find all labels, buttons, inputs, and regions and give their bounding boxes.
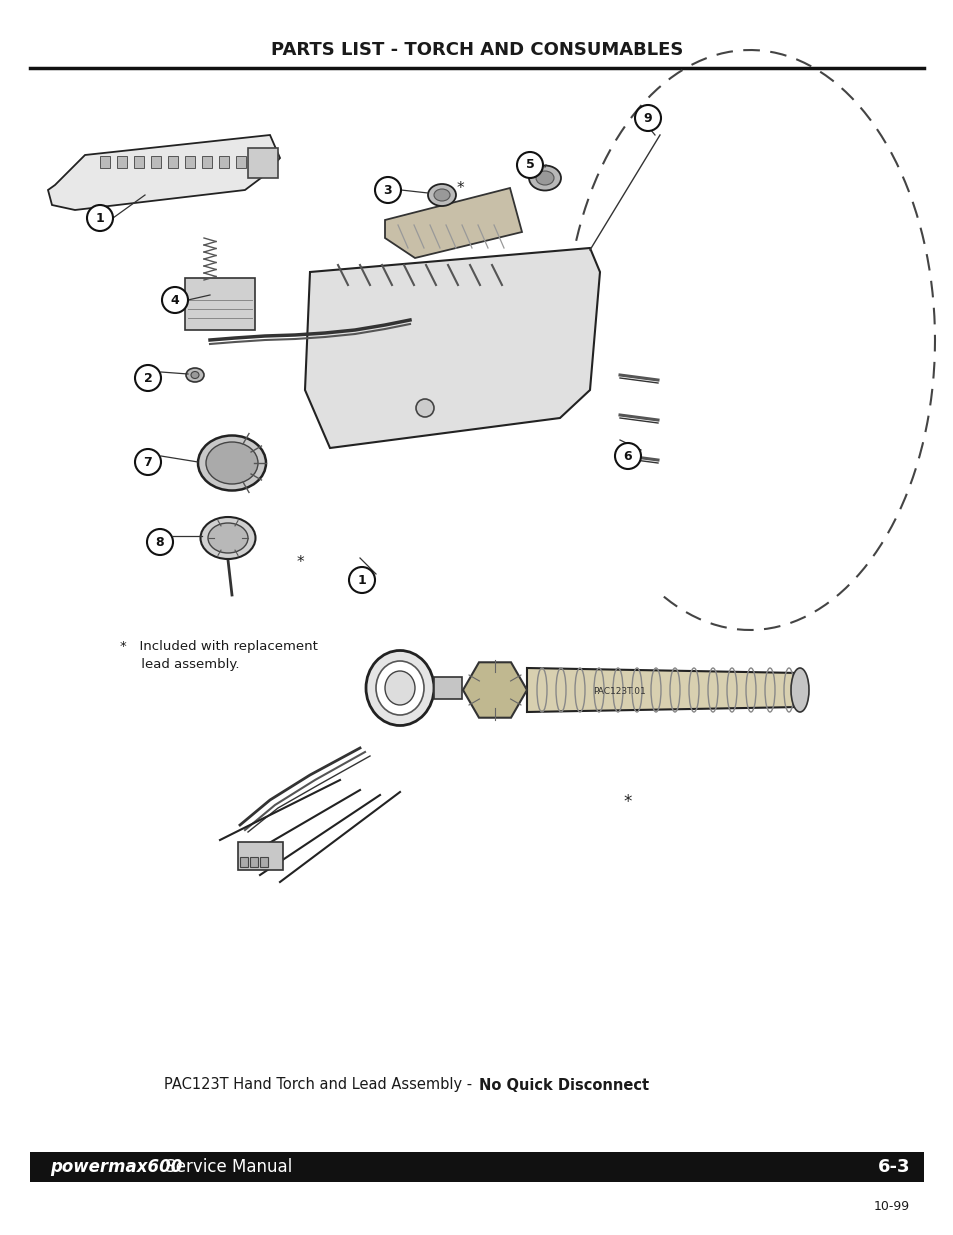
Ellipse shape bbox=[198, 436, 266, 490]
Text: 2: 2 bbox=[144, 372, 152, 384]
Bar bbox=[202, 156, 212, 168]
Polygon shape bbox=[526, 668, 800, 713]
Circle shape bbox=[615, 443, 640, 469]
Text: PAC123T.01: PAC123T.01 bbox=[593, 688, 646, 697]
Text: powermax600: powermax600 bbox=[50, 1158, 182, 1176]
Bar bbox=[434, 677, 461, 699]
Ellipse shape bbox=[536, 170, 554, 185]
Bar bbox=[250, 857, 257, 867]
Bar bbox=[168, 156, 178, 168]
Text: PARTS LIST - TORCH AND CONSUMABLES: PARTS LIST - TORCH AND CONSUMABLES bbox=[271, 41, 682, 59]
Text: 9: 9 bbox=[643, 111, 652, 125]
Ellipse shape bbox=[790, 668, 808, 713]
Ellipse shape bbox=[385, 671, 415, 705]
Ellipse shape bbox=[529, 165, 560, 190]
Bar bbox=[100, 156, 110, 168]
Polygon shape bbox=[48, 135, 280, 210]
Bar bbox=[151, 156, 161, 168]
Ellipse shape bbox=[186, 368, 204, 382]
Text: *   Included with replacement: * Included with replacement bbox=[120, 640, 317, 653]
Text: lead assembly.: lead assembly. bbox=[120, 658, 239, 671]
Text: 10-99: 10-99 bbox=[873, 1200, 909, 1214]
Bar bbox=[219, 156, 229, 168]
Circle shape bbox=[517, 152, 542, 178]
Circle shape bbox=[635, 105, 660, 131]
Text: No Quick Disconnect: No Quick Disconnect bbox=[478, 1077, 648, 1093]
Circle shape bbox=[87, 205, 112, 231]
Ellipse shape bbox=[428, 184, 456, 206]
Ellipse shape bbox=[366, 651, 434, 725]
Ellipse shape bbox=[416, 399, 434, 417]
Circle shape bbox=[349, 567, 375, 593]
Bar bbox=[185, 156, 194, 168]
Text: 3: 3 bbox=[383, 184, 392, 196]
Text: 1: 1 bbox=[95, 211, 104, 225]
Text: 7: 7 bbox=[144, 456, 152, 468]
Text: PAC123T Hand Torch and Lead Assembly -: PAC123T Hand Torch and Lead Assembly - bbox=[164, 1077, 476, 1093]
Text: 8: 8 bbox=[155, 536, 164, 548]
Text: 6-3: 6-3 bbox=[877, 1158, 909, 1176]
Ellipse shape bbox=[206, 442, 257, 484]
Circle shape bbox=[147, 529, 172, 555]
Ellipse shape bbox=[191, 372, 199, 378]
Bar bbox=[117, 156, 127, 168]
Text: *: * bbox=[623, 793, 632, 811]
Ellipse shape bbox=[434, 189, 450, 201]
Circle shape bbox=[135, 450, 161, 475]
Circle shape bbox=[135, 366, 161, 391]
Bar bbox=[237, 842, 283, 869]
Bar bbox=[133, 156, 144, 168]
Polygon shape bbox=[305, 248, 599, 448]
Text: 5: 5 bbox=[525, 158, 534, 172]
Text: Service Manual: Service Manual bbox=[160, 1158, 292, 1176]
Polygon shape bbox=[462, 662, 526, 718]
Text: 6: 6 bbox=[623, 450, 632, 462]
Ellipse shape bbox=[375, 661, 423, 715]
Text: 4: 4 bbox=[171, 294, 179, 306]
Ellipse shape bbox=[208, 522, 248, 553]
Bar bbox=[30, 1152, 923, 1182]
Bar bbox=[248, 148, 277, 178]
Bar bbox=[235, 156, 246, 168]
Ellipse shape bbox=[200, 517, 255, 559]
Circle shape bbox=[162, 287, 188, 312]
Text: *: * bbox=[456, 180, 463, 195]
Bar bbox=[260, 857, 268, 867]
Circle shape bbox=[375, 177, 400, 203]
Polygon shape bbox=[385, 188, 521, 258]
Bar bbox=[185, 278, 254, 330]
Bar bbox=[240, 857, 248, 867]
Text: 1: 1 bbox=[357, 573, 366, 587]
Text: *: * bbox=[295, 555, 303, 569]
